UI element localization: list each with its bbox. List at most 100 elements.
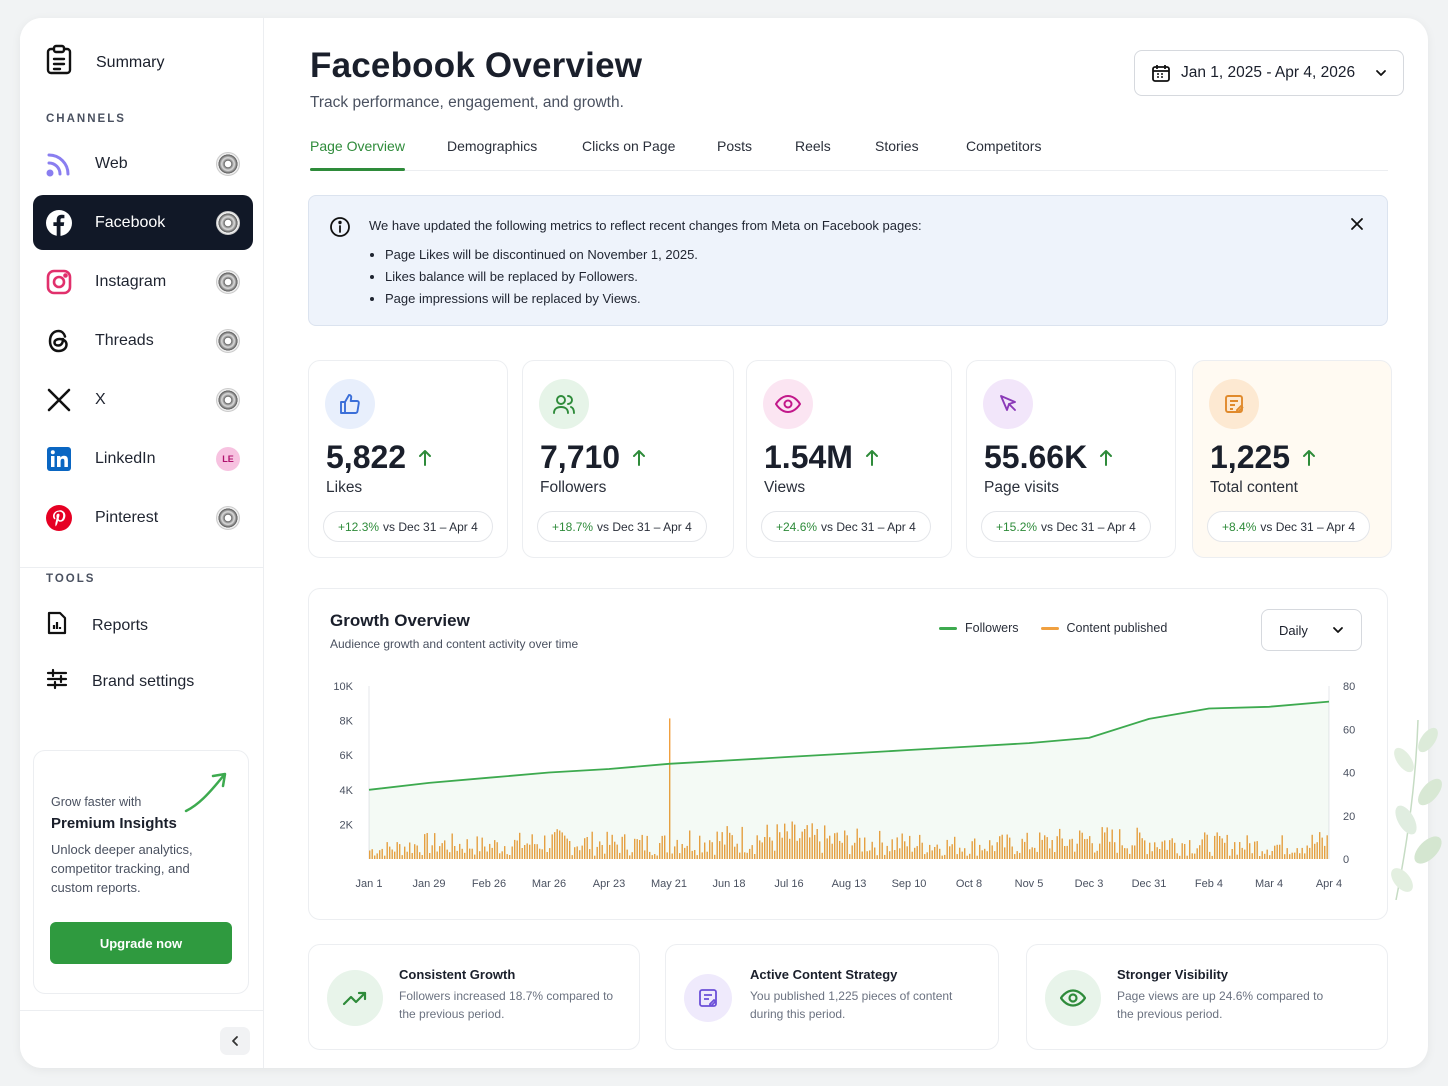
content-bar [1309,847,1311,859]
followers-area [369,701,1329,859]
content-bar [1144,840,1146,859]
linkedin-icon [45,445,73,473]
tab-competitors[interactable]: Competitors [966,138,1042,154]
sidebar-item-instagram[interactable]: Instagram [33,254,253,309]
content-bar [451,833,453,859]
content-bar [839,840,841,859]
content-bar [1199,845,1201,859]
content-bar [466,839,468,859]
content-bar [386,842,388,859]
content-bar [474,854,476,859]
tab-reels[interactable]: Reels [795,138,831,154]
content-bar [786,831,788,859]
content-bar [1154,842,1156,859]
sidebar-item-summary[interactable]: Summary [44,44,164,81]
clipboard-icon [44,44,74,81]
content-bar [746,852,748,859]
content-bar [896,837,898,859]
page-title: Facebook Overview [310,46,643,85]
content-bar [514,839,516,859]
content-icon [1209,379,1259,429]
content-bar [714,854,716,859]
sidebar-item-facebook[interactable]: Facebook [33,195,253,250]
content-bar [1069,839,1071,859]
content-bar [554,832,556,859]
chevron-down-icon [1376,70,1386,76]
content-bar [566,838,568,859]
tab-posts[interactable]: Posts [717,138,753,154]
content-bar [909,835,911,859]
content-bar [1226,834,1228,859]
content-bar [1136,827,1138,859]
content-icon [684,974,732,1022]
content-bar [516,840,518,859]
growth-overview-card: Growth Overview Audience growth and cont… [308,588,1388,920]
tab-page-overview[interactable]: Page Overview [310,138,405,154]
content-bar [1211,855,1213,859]
content-bar [1101,827,1103,859]
content-bar [971,841,973,859]
content-bar [479,851,481,859]
sidebar-item-label: Web [95,154,128,172]
sidebar-item-reports[interactable]: Reports [46,611,148,640]
content-bar [1224,842,1226,859]
x-tick-label: Mar 26 [532,878,566,890]
content-bar [864,837,866,859]
interval-select[interactable]: Daily [1261,609,1362,651]
rss-icon [45,150,73,178]
content-bar [1096,850,1098,859]
close-icon[interactable] [1349,216,1365,232]
content-bar [851,845,853,859]
upgrade-button[interactable]: Upgrade now [50,922,232,964]
sidebar: Summary CHANNELS Web Facebook Instagram … [20,18,264,1068]
content-bar [824,825,826,859]
content-bar [1011,846,1013,859]
content-bar [1081,832,1083,859]
sidebar-item-threads[interactable]: Threads [33,313,253,368]
promo-description: Unlock deeper analytics, competitor trac… [51,842,193,895]
content-bar [1244,849,1246,859]
sidebar-item-x[interactable]: X [33,372,253,427]
content-bar [399,844,401,859]
collapse-sidebar-button[interactable] [220,1027,250,1055]
content-bar [536,844,538,859]
content-bar [1286,848,1288,859]
content-bar [531,834,533,859]
content-bar [831,843,833,859]
sidebar-item-pinterest[interactable]: Pinterest [33,490,253,545]
content-bar [376,853,378,859]
y-tick-label-right: 20 [1343,811,1355,823]
sidebar-item-linkedin[interactable]: LinkedIn LE [33,431,253,486]
content-bar [1251,853,1253,859]
arrow-up-icon [1100,449,1113,466]
content-bar [649,851,651,859]
banner-list-item: Page impressions will be replaced by Vie… [385,288,698,310]
date-range-picker[interactable]: Jan 1, 2025 - Apr 4, 2026 [1134,50,1404,96]
content-bar [1039,832,1041,859]
content-bar [929,844,931,859]
content-bar [416,845,418,859]
content-bar [996,842,998,859]
content-bar [956,854,958,859]
content-bar [1099,843,1101,859]
avatar [216,210,240,235]
tab-demographics[interactable]: Demographics [447,138,538,154]
tab-stories[interactable]: Stories [875,138,919,154]
content-bar [869,850,871,859]
content-bar [539,848,541,859]
content-bar [471,848,473,859]
sliders-icon [46,668,68,695]
content-bar [409,842,411,859]
tab-clicks-on-page[interactable]: Clicks on Page [582,138,676,154]
x-tick-label: Feb 26 [472,878,506,890]
content-bar [994,851,996,859]
content-bar [774,850,776,859]
content-bar [1051,840,1053,859]
content-bar [739,852,741,859]
sidebar-item-label: Instagram [95,272,167,290]
sidebar-item-web[interactable]: Web [33,136,253,191]
content-bar [704,842,706,859]
content-bar [691,850,693,859]
sidebar-item-brand-settings[interactable]: Brand settings [46,668,194,695]
content-bar [389,846,391,859]
